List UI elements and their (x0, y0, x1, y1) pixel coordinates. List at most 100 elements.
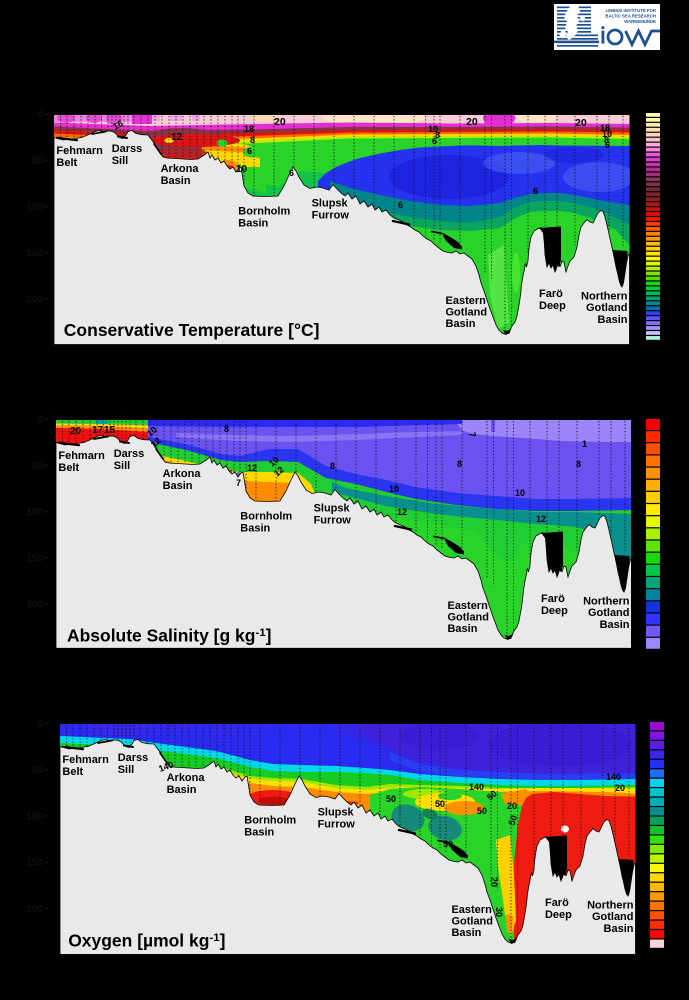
svg-text:20: 20 (507, 801, 517, 811)
svg-text:8: 8 (435, 130, 440, 140)
svg-text:Arkona: Arkona (167, 772, 206, 784)
svg-text:Darss: Darss (112, 143, 143, 155)
svg-text:Sill: Sill (112, 155, 129, 167)
svg-text:Northern: Northern (581, 291, 628, 303)
svg-text:Furrow: Furrow (318, 818, 356, 830)
svg-text:12: 12 (535, 514, 545, 524)
svg-text:Basin: Basin (446, 318, 476, 330)
svg-text:8: 8 (456, 459, 461, 469)
svg-text:Farö: Farö (539, 288, 563, 300)
svg-text:Basin: Basin (599, 619, 629, 631)
svg-text:50: 50 (485, 788, 499, 802)
svg-text:10: 10 (266, 454, 280, 468)
svg-text:1: 1 (581, 439, 586, 449)
svg-text:6: 6 (247, 146, 252, 156)
svg-text:Northern: Northern (583, 596, 630, 608)
svg-text:Fehmarn: Fehmarn (62, 754, 109, 766)
svg-text:150: 150 (26, 248, 43, 259)
svg-text:WARNEMÜNDE: WARNEMÜNDE (624, 19, 656, 24)
svg-text:LEIBNIZ INSTITUTE FOR: LEIBNIZ INSTITUTE FOR (606, 8, 657, 13)
svg-text:Fehmarn: Fehmarn (58, 450, 105, 462)
svg-text:140: 140 (469, 782, 484, 792)
svg-text:Basin: Basin (167, 784, 197, 796)
svg-text:Basin: Basin (161, 175, 191, 187)
svg-text:0: 0 (37, 415, 43, 426)
svg-text:Furrow: Furrow (312, 209, 350, 221)
svg-text:Slupsk: Slupsk (318, 806, 355, 818)
svg-text:Furrow: Furrow (313, 514, 351, 526)
svg-text:7: 7 (236, 478, 241, 488)
svg-text:Sill: Sill (113, 460, 129, 472)
svg-text:150: 150 (26, 858, 43, 869)
svg-text:Bornholm: Bornholm (244, 814, 296, 826)
svg-text:Basin: Basin (451, 927, 481, 939)
svg-text:BALTIC SEA RESEARCH: BALTIC SEA RESEARCH (605, 14, 656, 19)
svg-text:Absolute Salinity [g kg-1]: Absolute Salinity [g kg-1] (67, 625, 272, 645)
svg-text:17: 17 (92, 425, 104, 436)
svg-text:Deep: Deep (539, 300, 566, 312)
svg-text:18: 18 (600, 123, 610, 133)
svg-text:200: 200 (26, 904, 43, 915)
svg-text:10: 10 (514, 488, 524, 498)
svg-text:20: 20 (274, 116, 286, 128)
svg-text:8: 8 (575, 459, 580, 469)
svg-text:50: 50 (32, 765, 44, 776)
svg-text:6: 6 (432, 136, 437, 146)
svg-text:0: 0 (37, 719, 43, 730)
svg-text:Belt: Belt (58, 462, 79, 474)
svg-text:8: 8 (224, 424, 229, 434)
svg-text:Slupsk: Slupsk (312, 197, 349, 209)
svg-text:50: 50 (477, 806, 487, 816)
svg-text:16: 16 (111, 118, 125, 132)
svg-text:Sill: Sill (118, 764, 134, 776)
svg-text:12: 12 (148, 435, 162, 449)
svg-text:100: 100 (26, 507, 43, 518)
svg-text:50: 50 (32, 156, 44, 167)
svg-text:0: 0 (37, 110, 43, 121)
svg-text:Arkona: Arkona (162, 468, 201, 480)
svg-text:Eastern: Eastern (447, 600, 488, 612)
svg-text:Basin: Basin (604, 923, 634, 935)
svg-text:Bornholm: Bornholm (240, 510, 292, 522)
svg-text:Darss: Darss (113, 448, 144, 460)
svg-text:100: 100 (26, 811, 43, 822)
svg-text:20: 20 (466, 116, 478, 128)
svg-text:6: 6 (533, 186, 538, 196)
svg-text:Northern: Northern (587, 900, 634, 912)
svg-text:Farö: Farö (545, 897, 569, 909)
svg-text:Farö: Farö (540, 593, 564, 605)
svg-text:Oxygen [µmol kg-1]: Oxygen [µmol kg-1] (68, 931, 225, 951)
svg-text:30: 30 (494, 907, 504, 917)
svg-text:Basin: Basin (244, 826, 274, 838)
svg-text:50: 50 (386, 794, 396, 804)
svg-text:18: 18 (244, 124, 254, 134)
svg-text:Slupsk: Slupsk (313, 502, 350, 514)
svg-text:Basin: Basin (238, 217, 268, 229)
svg-text:12: 12 (271, 464, 285, 478)
svg-text:50: 50 (435, 799, 445, 809)
svg-text:50: 50 (32, 461, 44, 472)
svg-text:Deep: Deep (545, 909, 572, 921)
svg-text:200: 200 (26, 294, 43, 305)
svg-text:Belt: Belt (56, 157, 77, 169)
svg-text:10: 10 (144, 424, 158, 438)
svg-text:Belt: Belt (62, 766, 83, 778)
svg-text:12: 12 (171, 132, 183, 143)
svg-text:6: 6 (398, 200, 403, 210)
svg-text:Deep: Deep (540, 605, 567, 617)
svg-text:Bornholm: Bornholm (238, 205, 290, 217)
svg-text:8: 8 (604, 135, 609, 145)
svg-text:Basin: Basin (447, 623, 477, 635)
svg-text:8: 8 (330, 461, 335, 471)
svg-text:6: 6 (605, 140, 610, 150)
svg-text:Basin: Basin (240, 522, 270, 534)
svg-text:20: 20 (615, 783, 625, 793)
svg-text:Gotland: Gotland (451, 915, 492, 927)
svg-text:Fehmarn: Fehmarn (56, 145, 103, 157)
svg-text:Darss: Darss (118, 752, 149, 764)
svg-text:12: 12 (247, 463, 257, 473)
svg-text:10: 10 (602, 129, 612, 139)
svg-text:140: 140 (157, 759, 175, 774)
svg-text:Basin: Basin (162, 480, 192, 492)
svg-text:20: 20 (489, 877, 499, 887)
